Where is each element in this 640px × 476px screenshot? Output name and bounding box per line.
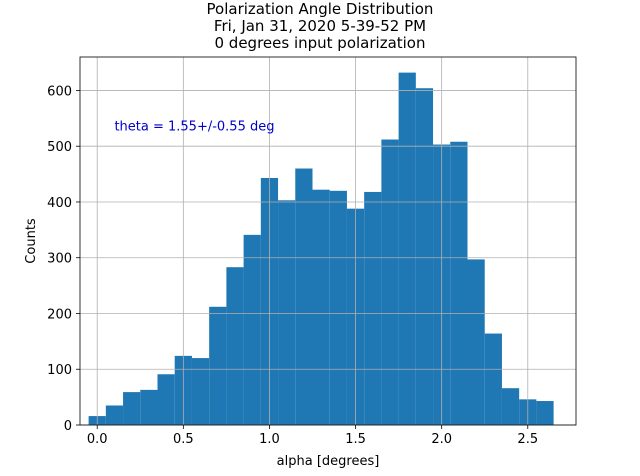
x-axis-label: alpha [degrees] [277, 454, 380, 469]
grid-lines [80, 57, 576, 426]
histogram-bar [501, 388, 520, 425]
y-tick-label: 0 [64, 419, 72, 434]
histogram-bar [209, 306, 227, 425]
axes-frame [79, 56, 577, 426]
x-tick-label: 2.5 [517, 432, 538, 447]
theta-annotation: theta = 1.55+/-0.55 deg [114, 119, 274, 134]
histogram-bar [398, 72, 416, 425]
axis-ticks: 0.0 0.5 1.0 1.5 2.0 2.5 0 100 200 300 400 500 600 [47, 84, 538, 447]
x-tick-label: 1.5 [345, 432, 366, 447]
histogram-bar [243, 234, 261, 425]
histogram-bar [278, 200, 296, 425]
histogram-bar [140, 389, 158, 425]
histogram-bar [467, 259, 485, 425]
x-tick-label: 0.5 [173, 432, 194, 447]
x-tick-label: 0.0 [87, 432, 108, 447]
histogram-bar [295, 168, 313, 426]
histogram-bar [536, 401, 554, 425]
plot-frame [79, 56, 577, 426]
y-tick-label: 300 [47, 252, 72, 267]
histogram-bar [364, 191, 382, 425]
histogram-bar [450, 141, 468, 425]
histogram-bar [381, 139, 399, 425]
y-tick-label: 200 [47, 307, 72, 322]
y-axis-label: Counts [24, 218, 39, 264]
histogram-bar [105, 405, 124, 425]
histogram-bar [415, 88, 434, 425]
y-tick-label: 400 [47, 196, 72, 211]
histogram-bar [312, 189, 330, 425]
chart-title-line-3: 0 degrees input polarization [214, 34, 426, 52]
x-tick-label: 2.0 [431, 432, 452, 447]
y-tick-label: 100 [47, 363, 72, 378]
histogram-bar [191, 358, 210, 425]
x-tick-label: 1.0 [259, 432, 280, 447]
y-tick-label: 500 [47, 140, 72, 155]
chart-title-line-2: Fri, Jan 31, 2020 5-39-52 PM [213, 17, 427, 35]
histogram-bar [157, 374, 175, 425]
histogram-bar [226, 267, 244, 425]
histogram-bar [484, 333, 502, 425]
histogram-bar [329, 190, 347, 425]
y-tick-label: 600 [47, 84, 72, 99]
chart-title-line-1: Polarization Angle Distribution [206, 0, 434, 18]
histogram-bar [123, 392, 141, 425]
